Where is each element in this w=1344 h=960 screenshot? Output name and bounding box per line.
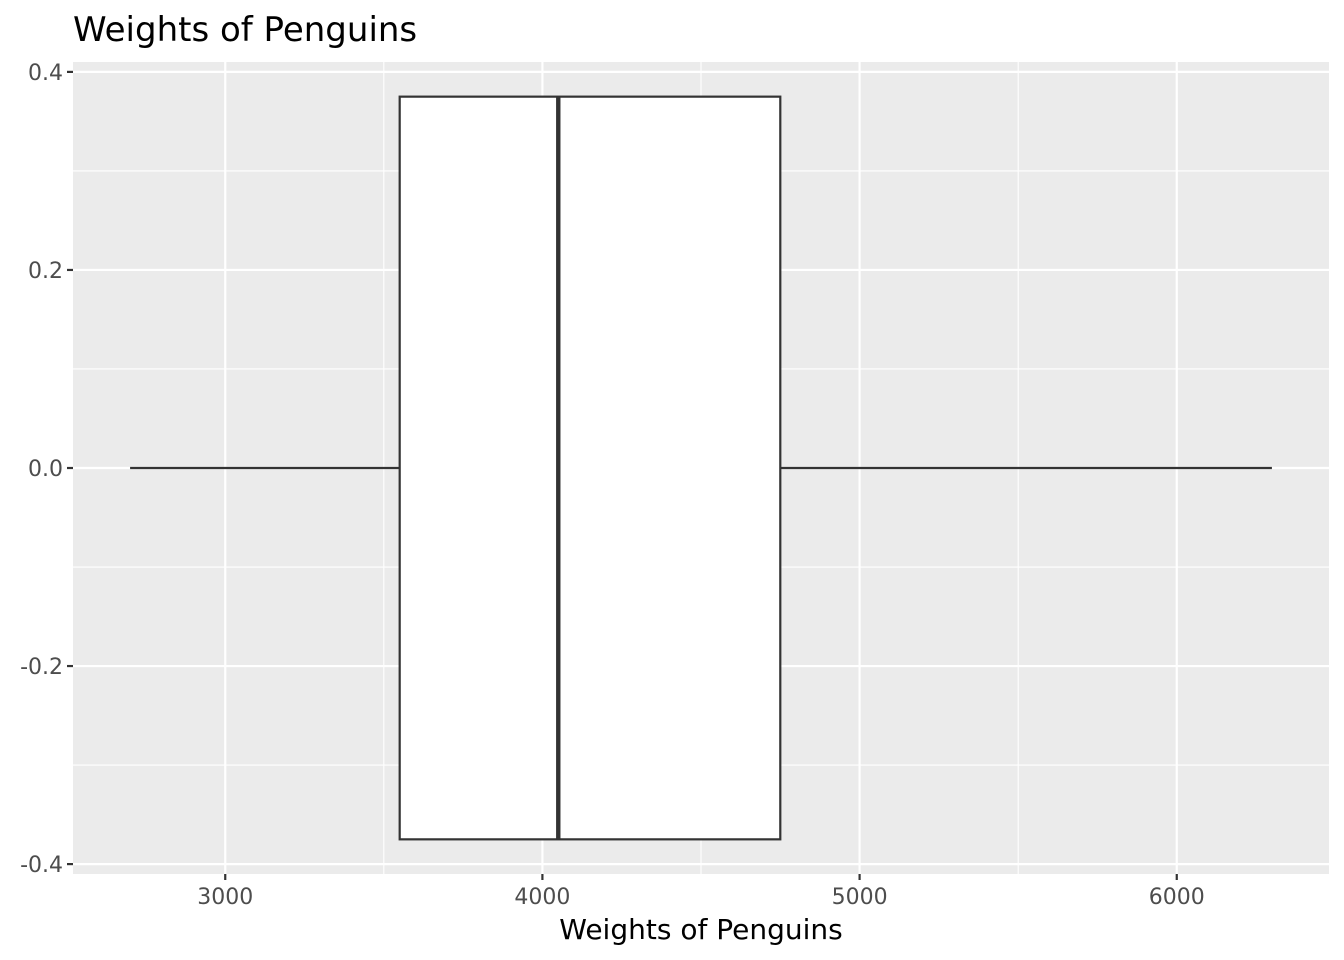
x-axis: 3000 4000 5000 6000: [197, 874, 1205, 910]
x-axis-title: Weights of Penguins: [559, 913, 842, 946]
x-tick-label: 3000: [197, 885, 253, 910]
x-tick-label: 5000: [832, 885, 888, 910]
y-axis: 0.4 0.2 0.0 -0.2 -0.4: [20, 61, 73, 878]
y-tick-label: -0.4: [20, 853, 63, 878]
boxplot: [130, 95, 1272, 841]
interquartile-box: [398, 95, 782, 841]
y-tick-label: 0.2: [28, 259, 63, 284]
x-tick-label: 6000: [1149, 885, 1205, 910]
chart-title: Weights of Penguins: [73, 10, 417, 50]
y-tick-label: -0.2: [20, 655, 63, 680]
y-tick-label: 0.4: [28, 61, 63, 86]
x-tick-label: 4000: [514, 885, 570, 910]
y-tick-label: 0.0: [28, 457, 63, 482]
